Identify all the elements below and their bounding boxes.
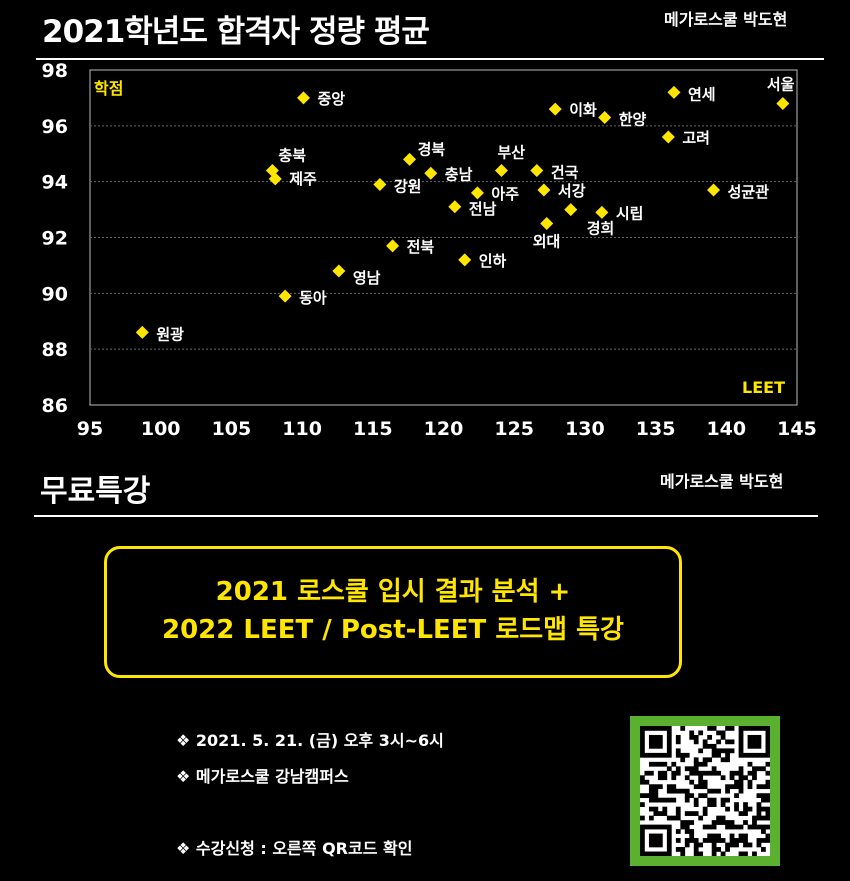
data-label: 충북 <box>278 147 306 165</box>
y-tick-label: 86 <box>42 395 68 417</box>
title-divider <box>36 58 824 60</box>
data-point <box>403 152 417 166</box>
data-label: 제주 <box>289 170 317 188</box>
data-label: 강원 <box>394 177 422 195</box>
x-tick-label: 95 <box>77 418 103 440</box>
data-point <box>268 172 282 186</box>
data-point <box>595 205 609 219</box>
data-label: 연세 <box>688 85 716 103</box>
x-tick-label: 135 <box>636 418 676 440</box>
data-point <box>667 85 681 99</box>
data-label: 원광 <box>156 325 184 343</box>
data-point <box>135 325 149 339</box>
data-point <box>424 166 438 180</box>
data-label: 외대 <box>533 233 561 251</box>
data-point <box>707 183 721 197</box>
data-label: 한양 <box>619 110 647 128</box>
x-tick-label: 100 <box>141 418 181 440</box>
data-point <box>530 164 544 177</box>
data-label: 고려 <box>682 129 710 147</box>
data-point <box>564 203 578 217</box>
qr-code-icon <box>640 726 770 856</box>
x-tick-label: 130 <box>565 418 605 440</box>
bullet-apply: ❖ 수강신청 : 오른쪽 QR코드 확인 <box>176 839 413 858</box>
data-label: 서강 <box>558 182 586 200</box>
scatter-chart: 86 88 90 92 94 96 98 95 100 105 110 115 120 125 130 135… <box>42 60 817 440</box>
data-label: 중앙 <box>318 90 346 108</box>
page-title: 2021학년도 합격자 정량 평균 <box>42 14 430 50</box>
bullet-place: ❖ 메가로스쿨 강남캠퍼스 <box>176 767 349 786</box>
data-point <box>540 217 554 231</box>
data-point <box>548 102 562 116</box>
qr-code[interactable] <box>630 716 780 866</box>
x-tick-label: 145 <box>777 418 817 440</box>
data-point <box>494 164 508 177</box>
y-tick-label: 98 <box>42 60 68 82</box>
x-tick-label: 110 <box>282 418 322 440</box>
data-label: 전남 <box>469 200 497 218</box>
data-point <box>278 289 292 303</box>
data-point <box>598 110 612 124</box>
author-label-section: 메가로스쿨 박도현 <box>660 472 784 491</box>
x-tick-label: 105 <box>212 418 252 440</box>
data-label: 아주 <box>491 185 519 203</box>
data-point <box>661 130 675 144</box>
x-tick-label: 115 <box>353 418 393 440</box>
promo-box: 2021 로스쿨 입시 결과 분석 + 2022 LEET / Post-LEE… <box>104 546 682 678</box>
x-tick-label: 140 <box>706 418 746 440</box>
y-axis-label: 학점 <box>94 79 123 98</box>
author-label-top: 메가로스쿨 박도현 <box>664 10 788 29</box>
data-point <box>776 97 790 110</box>
data-point <box>332 264 346 278</box>
data-label: 인하 <box>479 252 507 270</box>
promo-line-2: 2022 LEET / Post-LEET 로드맵 특강 <box>162 615 624 645</box>
data-point <box>448 200 462 214</box>
section-divider <box>34 515 818 517</box>
promo-line-1: 2021 로스쿨 입시 결과 분석 + <box>215 577 571 608</box>
data-point <box>386 239 400 253</box>
section-title: 무료특강 <box>40 474 151 509</box>
y-tick-label: 88 <box>42 339 68 361</box>
y-tick-label: 96 <box>42 116 68 138</box>
y-tick-label: 94 <box>42 172 68 194</box>
data-label: 성균관 <box>728 183 770 201</box>
data-label: 전북 <box>407 238 435 256</box>
x-tick-label: 120 <box>424 418 464 440</box>
y-tick-label: 92 <box>42 228 68 250</box>
data-label: 서울 <box>767 76 795 94</box>
data-label: 경북 <box>418 140 446 158</box>
data-label: 경희 <box>587 220 615 238</box>
x-axis-label: LEET <box>742 378 785 397</box>
data-label: 시립 <box>616 204 644 222</box>
data-point <box>537 183 551 197</box>
data-label: 충남 <box>445 165 473 183</box>
data-label: 건국 <box>551 164 579 182</box>
data-point <box>373 177 387 191</box>
data-point <box>297 91 311 105</box>
y-tick-label: 90 <box>42 283 68 305</box>
data-label: 영남 <box>353 269 381 287</box>
bullet-date: ❖ 2021. 5. 21. (금) 오후 3시~6시 <box>176 731 444 750</box>
data-label: 동아 <box>299 289 327 307</box>
x-tick-label: 125 <box>494 418 534 440</box>
data-point <box>470 186 484 200</box>
data-label: 부산 <box>497 144 525 162</box>
data-label: 이화 <box>569 101 597 119</box>
